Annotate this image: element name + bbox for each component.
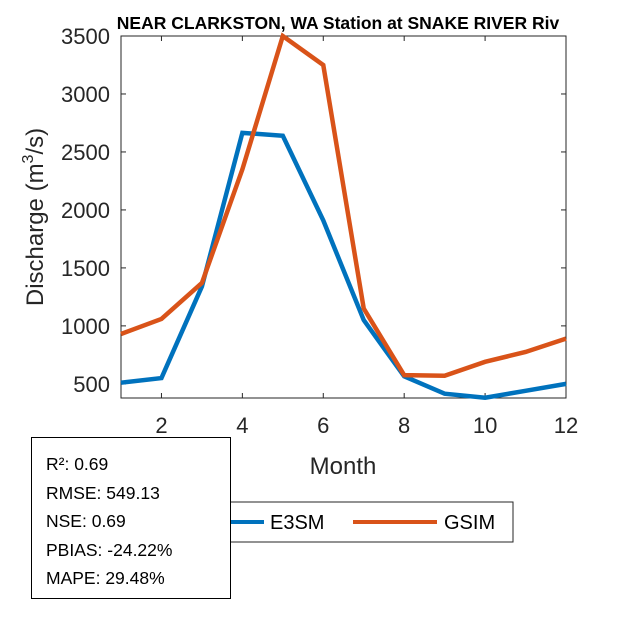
- x-tick-labels: 2 4 6 8 10 12: [155, 413, 578, 438]
- axes-box: [120, 35, 567, 399]
- legend-label-e3sm: E3SM: [270, 512, 324, 534]
- stats-box: R²: 0.69 RMSE: 549.13 NSE: 0.69 PBIAS: -…: [31, 437, 231, 599]
- y-axis-label-main: Discharge (m: [22, 163, 49, 306]
- legend-label-gsim: GSIM: [444, 512, 495, 534]
- tick-marks: [121, 35, 567, 398]
- y-tick-label: 3000: [61, 82, 110, 107]
- y-axis-label: Discharge (m3/s): [20, 128, 49, 306]
- y-tick-label: 2000: [61, 198, 110, 223]
- y-tick-label: 500: [73, 372, 110, 397]
- legend: E3SM GSIM: [199, 501, 514, 543]
- y-axis-label-superscript: 3: [20, 154, 37, 163]
- plot-area: [120, 32, 567, 401]
- x-tick-label: 8: [398, 413, 410, 438]
- x-axis-label: Month: [310, 453, 377, 480]
- series-line-gsim: [120, 32, 567, 378]
- y-tick-label: 1500: [61, 256, 110, 281]
- x-tick-label: 4: [236, 413, 248, 438]
- y-tick-labels: 500 1000 1500 2000 2500 3000 3500: [61, 24, 110, 397]
- series-line-e3sm: [120, 130, 567, 401]
- series-lines: [120, 32, 567, 401]
- stat-pbias: PBIAS: -24.22%: [46, 539, 173, 560]
- y-axis-label-end: /s): [22, 128, 49, 155]
- y-tick-label: 3500: [61, 24, 110, 49]
- x-tick-label: 10: [473, 413, 497, 438]
- x-tick-label: 6: [317, 413, 329, 438]
- y-tick-label: 2500: [61, 140, 110, 165]
- x-tick-label: 2: [155, 413, 167, 438]
- chart-title: NEAR CLARKSTON, WA Station at SNAKE RIVE…: [117, 13, 560, 33]
- x-tick-label: 12: [554, 413, 578, 438]
- stat-mape: MAPE: 29.48%: [46, 568, 165, 588]
- stat-nse: NSE: 0.69: [46, 511, 126, 531]
- stat-rmse: RMSE: 549.13: [46, 482, 160, 503]
- y-tick-label: 1000: [61, 314, 110, 339]
- stat-r2: R²: 0.69: [46, 454, 109, 474]
